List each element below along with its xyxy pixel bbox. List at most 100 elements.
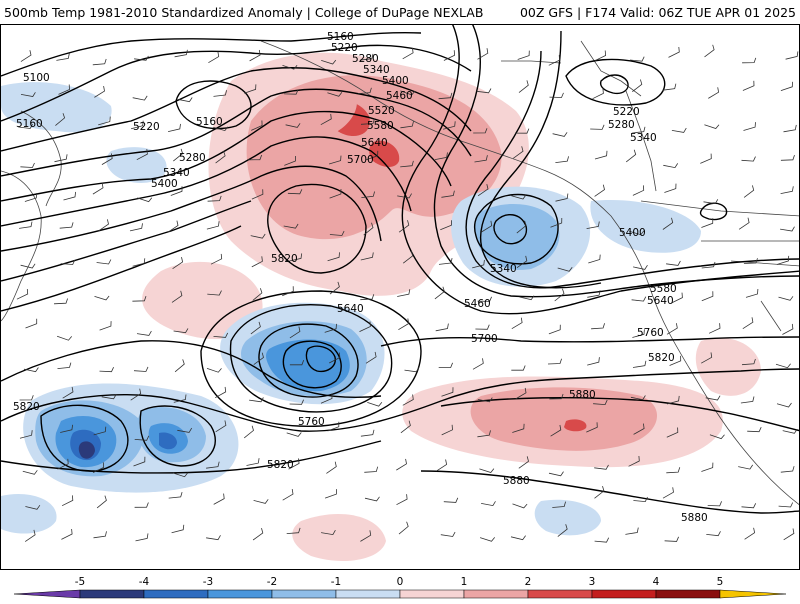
wind-barb <box>289 326 301 339</box>
wind-barb <box>94 86 105 98</box>
wind-barb <box>402 47 414 60</box>
wind-barb <box>213 493 225 505</box>
wind-barb <box>396 458 407 471</box>
wind-barb <box>208 51 220 64</box>
wind-barb <box>472 358 484 370</box>
wind-barb <box>24 529 36 542</box>
wind-barb <box>511 365 526 371</box>
wind-barb <box>61 528 73 540</box>
wind-barb <box>22 470 38 475</box>
contour-label-5280: 5280 <box>179 152 206 164</box>
contour-label-5220: 5220 <box>133 121 160 133</box>
contour-label-5460: 5460 <box>464 298 491 310</box>
contour-label-5160: 5160 <box>16 118 43 130</box>
wind-barb <box>171 524 185 534</box>
wind-barb <box>285 123 301 128</box>
wind-barb <box>400 90 416 96</box>
wind-barb <box>481 501 496 507</box>
wind-barb <box>549 393 564 400</box>
wind-barb <box>479 537 496 542</box>
contour-label-5640: 5640 <box>361 137 388 149</box>
wind-barb <box>61 495 74 507</box>
wind-barb <box>23 367 39 373</box>
wind-barb <box>438 92 453 100</box>
wind-barb <box>400 420 411 434</box>
wind-barb <box>785 51 799 60</box>
wind-barb <box>668 46 680 58</box>
wind-barb <box>364 466 379 473</box>
wind-barb <box>780 466 795 473</box>
wind-barb <box>708 323 721 334</box>
wind-barb <box>329 188 342 199</box>
height-contours <box>1 25 799 514</box>
wind-barb <box>326 461 337 474</box>
wind-barb <box>99 367 114 373</box>
wind-barb <box>20 50 32 62</box>
wind-barb <box>474 155 488 163</box>
wind-barb <box>477 430 491 438</box>
wind-barb <box>515 387 527 400</box>
wind-barb <box>402 394 414 406</box>
wind-barb <box>24 192 38 202</box>
wind-barb <box>253 499 269 504</box>
wind-barb <box>360 252 374 261</box>
wind-barb <box>206 461 220 469</box>
wind-barb <box>586 221 600 229</box>
colorbar-bins <box>13 589 787 599</box>
wind-barb <box>518 456 529 469</box>
contour-label-5340: 5340 <box>490 263 517 275</box>
wind-barb <box>629 230 645 236</box>
wind-barb <box>173 328 189 334</box>
wind-barb <box>288 458 300 470</box>
map-header: 500mb Temp 1981-2010 Standardized Anomal… <box>0 0 800 24</box>
colorbar-bin <box>207 589 273 599</box>
wind-barb <box>434 286 445 300</box>
contour-label-5640: 5640 <box>647 295 674 307</box>
wind-barb <box>284 89 299 95</box>
colorbar-bin <box>655 589 721 599</box>
wind-barb <box>586 422 598 433</box>
wind-barb <box>174 359 185 373</box>
wind-barb <box>404 367 420 373</box>
wind-barb <box>135 533 149 542</box>
wind-barb <box>747 427 762 433</box>
wind-barb <box>776 255 790 265</box>
wind-barb <box>320 393 333 404</box>
wind-barb <box>215 386 227 399</box>
wind-barb <box>19 395 34 401</box>
wind-barb <box>250 321 261 335</box>
wind-barb <box>591 323 605 330</box>
contour-label-5220: 5220 <box>613 106 640 118</box>
wind-barb <box>55 113 66 126</box>
colorbar-bin <box>335 589 401 599</box>
wind-barb <box>213 90 227 97</box>
wind-barb <box>594 150 608 160</box>
wind-barb <box>172 257 184 270</box>
wind-barb <box>594 537 610 543</box>
wind-barb <box>479 468 495 473</box>
wind-barb <box>481 220 493 233</box>
wind-barb <box>177 427 193 433</box>
wind-barb <box>709 434 725 440</box>
wind-barb <box>167 220 179 233</box>
wind-barb <box>247 154 263 161</box>
wind-barb <box>477 48 489 60</box>
wind-barb <box>662 217 674 230</box>
wind-barb <box>206 535 221 541</box>
wind-barb <box>776 402 792 408</box>
wind-barb <box>701 218 714 228</box>
wind-barb <box>557 267 573 272</box>
wind-barb <box>289 359 305 366</box>
wind-barb <box>252 288 263 301</box>
wind-barb <box>666 260 681 266</box>
wind-barb <box>704 124 720 129</box>
wind-barb <box>741 156 756 162</box>
wind-barb <box>25 504 41 510</box>
wind-barb <box>548 324 561 335</box>
wind-barb <box>625 527 639 535</box>
wind-barb <box>172 472 189 478</box>
wind-barb <box>436 459 448 472</box>
wind-barb <box>743 122 756 131</box>
wind-barb <box>473 128 488 134</box>
wind-barb <box>666 467 681 474</box>
